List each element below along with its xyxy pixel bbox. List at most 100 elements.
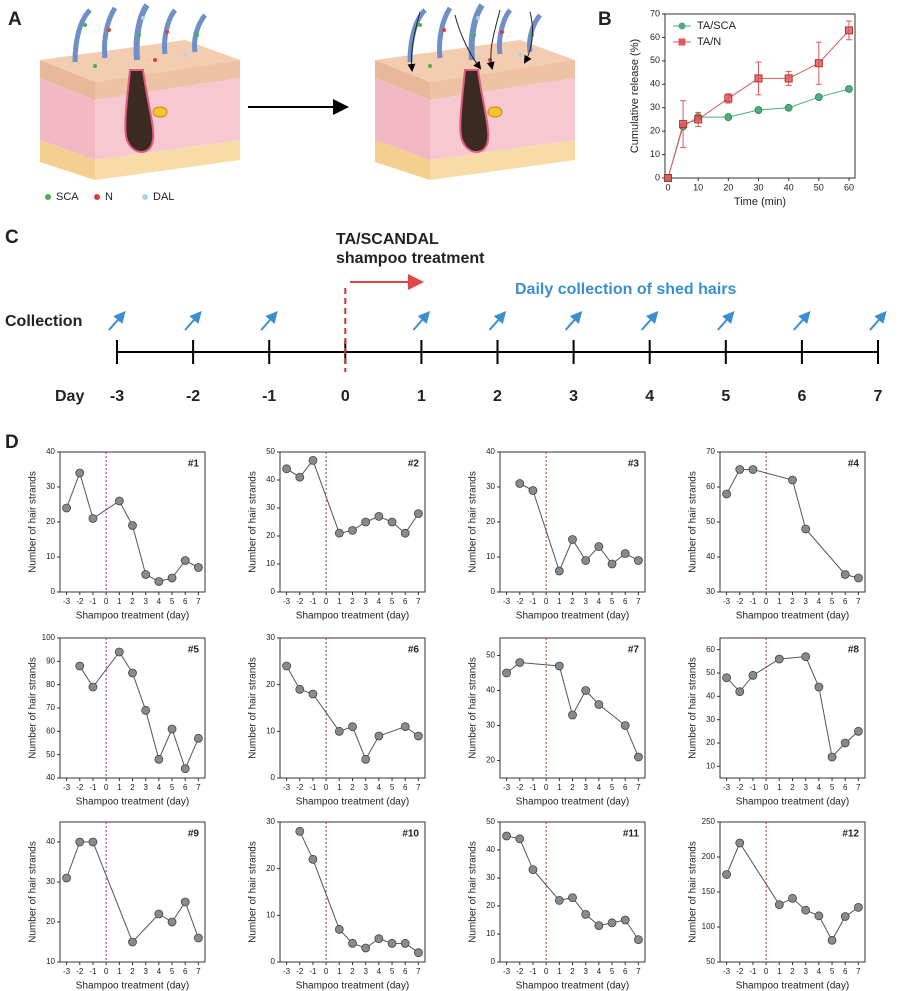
point [400, 722, 410, 732]
x-tick-label: 4 [817, 967, 822, 976]
point [581, 686, 591, 695]
x-tick-label: 3 [363, 967, 368, 976]
series-line [506, 661, 639, 758]
y-tick-label: 50 [706, 668, 715, 677]
legend-label: N [105, 191, 113, 203]
point [568, 535, 577, 544]
point [724, 113, 733, 121]
x-axis-label: Shampoo treatment (day) [516, 611, 629, 622]
x-tick-label: 2 [350, 597, 355, 606]
day-label: -2 [186, 388, 200, 405]
point [634, 935, 643, 944]
plot-frame [664, 13, 856, 179]
chart-annotation: #7 [628, 645, 640, 656]
y-tick-label: 10 [706, 761, 715, 770]
point [128, 668, 137, 678]
point [515, 834, 525, 844]
chart-annotation: #1 [188, 459, 200, 470]
y-tick-label: 30 [486, 482, 495, 491]
y-tick-label: 40 [486, 447, 495, 456]
collection-arrow [793, 310, 811, 331]
point [194, 563, 203, 572]
x-tick-label: 1 [777, 967, 782, 976]
y-tick-label: 50 [266, 447, 275, 456]
x-tick-label: 0 [764, 783, 769, 792]
chart-annotation: #11 [623, 829, 640, 840]
point [607, 559, 617, 569]
point [679, 120, 688, 129]
x-tick-label: 1 [777, 597, 782, 606]
point [334, 924, 344, 934]
x-tick-label: -2 [296, 783, 304, 792]
point [814, 911, 824, 921]
y-tick-label: 40 [706, 552, 715, 561]
point [88, 837, 98, 847]
y-tick-label: 10 [46, 957, 55, 966]
y-tick-label: 10 [266, 910, 275, 919]
treatment-label: shampoo treatment [336, 250, 485, 267]
day-label: -1 [262, 388, 276, 405]
x-tick-label: 5 [830, 597, 835, 606]
y-tick-label: 20 [486, 517, 495, 526]
y-tick-label: 0 [51, 587, 56, 596]
point [167, 573, 177, 583]
point [735, 687, 745, 697]
x-tick-label: -3 [283, 967, 291, 976]
x-tick-label: -3 [723, 597, 731, 606]
point [748, 465, 758, 474]
point [607, 918, 617, 928]
collection-arrow [412, 310, 431, 331]
chart-annotation: #6 [408, 645, 420, 656]
x-axis-label: Shampoo treatment (day) [736, 611, 849, 622]
point [814, 59, 823, 68]
chart-annotation: #9 [188, 829, 200, 840]
x-tick-label: 5 [390, 783, 395, 792]
x-tick-label: -1 [89, 597, 97, 606]
x-tick-label: -1 [89, 783, 97, 792]
point [128, 521, 137, 530]
point [634, 752, 643, 762]
point [528, 865, 538, 874]
y-tick-label: 150 [702, 887, 716, 896]
point [724, 94, 733, 103]
y-axis-label: Number of hair strands [28, 471, 39, 573]
x-axis-label: Shampoo treatment (day) [76, 611, 189, 622]
point [295, 826, 305, 836]
x-tick-label: 0 [764, 597, 769, 606]
point [308, 854, 318, 864]
point [75, 837, 85, 847]
point [387, 938, 397, 948]
y-tick-label: 40 [706, 691, 715, 700]
collection-arrow [717, 310, 735, 331]
y-axis-label: Number of hair strands [248, 471, 259, 573]
point [735, 838, 745, 848]
point [554, 661, 564, 671]
day-label: 2 [493, 388, 502, 405]
timeline-days: -3 -2 -1 0 1 2 3 4 5 6 7 [108, 288, 887, 405]
collection-arrow [488, 310, 507, 331]
x-tick-label: -2 [296, 967, 304, 976]
point [62, 873, 71, 883]
collection-arrow [564, 310, 583, 331]
point [594, 542, 604, 551]
point [502, 668, 511, 678]
point [154, 577, 164, 586]
point [844, 26, 853, 35]
x-tick-label: 50 [814, 182, 824, 192]
y-tick-label: 30 [46, 482, 55, 491]
x-tick-label: 0 [544, 597, 549, 606]
x-tick-label: 7 [196, 783, 201, 792]
point [840, 738, 850, 748]
point [361, 517, 371, 527]
chart-annotation: #3 [628, 459, 640, 470]
x-tick-label: 4 [817, 597, 822, 606]
day-label: 5 [721, 388, 730, 405]
point [784, 74, 793, 83]
day-label: -3 [110, 388, 124, 405]
x-tick-label: -1 [529, 967, 537, 976]
y-tick-label: 30 [486, 873, 495, 882]
y-tick-label: 50 [706, 957, 715, 966]
y-tick-label: 70 [650, 8, 660, 18]
collection-note: Daily collection of shed hairs [515, 281, 736, 298]
